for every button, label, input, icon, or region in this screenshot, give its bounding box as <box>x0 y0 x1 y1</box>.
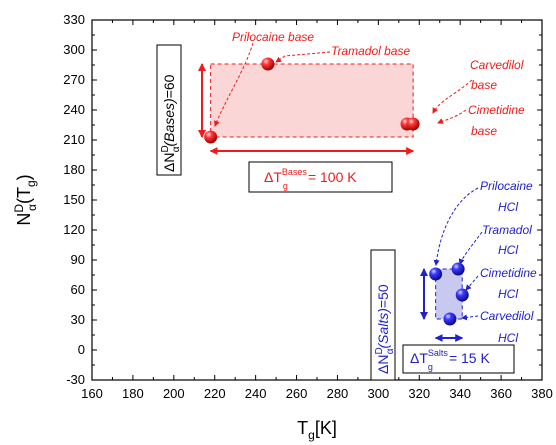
label-cimetidine-hcl-2: HCl <box>498 287 518 301</box>
x-tick-label: 340 <box>449 386 471 401</box>
x-tick-label: 200 <box>163 386 185 401</box>
salts-point-labels: Prilocaine HCl Tramadol HCl Cimetidine H… <box>480 179 537 345</box>
point-cimetidine-base <box>406 117 420 131</box>
x-tick-label: 360 <box>490 386 512 401</box>
label-prilocaine-base: Prilocaine base <box>232 30 314 44</box>
label-tramadol-hcl: Tramadol <box>482 223 532 237</box>
bases-delta-t-box: ΔTBases g= 100 K <box>248 161 393 193</box>
y-tick-label: 0 <box>78 342 85 357</box>
label-tramadol-base: Tramadol base <box>331 44 410 58</box>
label-prilocaine-hcl: Prilocaine <box>480 179 533 193</box>
point-tramadol-hcl <box>451 262 465 276</box>
label-leaders <box>213 42 483 321</box>
point-carvedilol-hcl <box>443 312 457 326</box>
y-tick-label: 30 <box>71 312 85 327</box>
data-points <box>204 57 469 326</box>
bases-point-labels: Prilocaine base Tramadol base Carvedilol… <box>232 30 525 138</box>
y-tick-label: 210 <box>63 132 85 147</box>
label-cimetidine: Cimetidine <box>468 103 525 117</box>
y-axis-ticks: -30 0 30 60 90 120 150 180 210 240 270 300 330 <box>63 12 542 387</box>
point-tramadol-base <box>261 57 275 71</box>
y-tick-label: 270 <box>63 72 85 87</box>
x-tick-label: 240 <box>245 386 267 401</box>
y-tick-label: 60 <box>71 282 85 297</box>
label-prilocaine-hcl-2: HCl <box>498 200 518 214</box>
x-tick-label: 280 <box>327 386 349 401</box>
y-axis-title: NDα(Tg) <box>12 174 39 225</box>
x-tick-label: 180 <box>122 386 144 401</box>
x-tick-label: 320 <box>408 386 430 401</box>
label-carvedilol-hcl: Carvedilol <box>480 309 534 323</box>
salts-delta-t-box: ΔTSalts g= 15 K <box>402 344 515 374</box>
x-tick-label: 300 <box>368 386 390 401</box>
salts-delta-n-box: ΔNDα(Salts)=50 <box>370 249 396 381</box>
x-tick-label: 260 <box>286 386 308 401</box>
y-tick-label: 120 <box>63 222 85 237</box>
svg-text:ΔNDα(Bases)=60: ΔNDα(Bases)=60 <box>160 74 182 172</box>
label-carvedilol-hcl-2: HCl <box>498 331 518 345</box>
x-axis-ticks: 160 180 200 220 240 260 280 300 320 340 360 380 <box>81 20 553 401</box>
y-tick-label: 300 <box>63 42 85 57</box>
x-tick-label: 380 <box>531 386 553 401</box>
label-carvedilol: Carvedilol <box>470 58 524 72</box>
point-cimetidine-hcl <box>455 288 469 302</box>
x-tick-label: 160 <box>81 386 103 401</box>
y-tick-label: 180 <box>63 162 85 177</box>
bases-range-box <box>210 63 414 138</box>
x-tick-label: 220 <box>204 386 226 401</box>
point-prilocaine-hcl <box>429 267 443 281</box>
label-carvedilol-base: base <box>471 78 497 92</box>
y-tick-label: -30 <box>66 372 85 387</box>
y-tick-label: 150 <box>63 192 85 207</box>
label-tramadol-hcl-2: HCl <box>498 243 518 257</box>
point-prilocaine-base <box>204 130 218 144</box>
bases-delta-n-box: ΔNDα(Bases)=60 <box>156 44 182 176</box>
y-tick-label: 90 <box>71 252 85 267</box>
y-tick-label: 240 <box>63 102 85 117</box>
y-tick-label: 330 <box>63 12 85 27</box>
range-annotations <box>198 63 464 342</box>
label-cimetidine-base: base <box>471 124 497 138</box>
svg-text:ΔNDα(Salts)=50: ΔNDα(Salts)=50 <box>374 284 396 374</box>
x-axis-title: Tg[K] <box>297 418 337 442</box>
label-cimetidine-hcl: Cimetidine <box>480 266 537 280</box>
